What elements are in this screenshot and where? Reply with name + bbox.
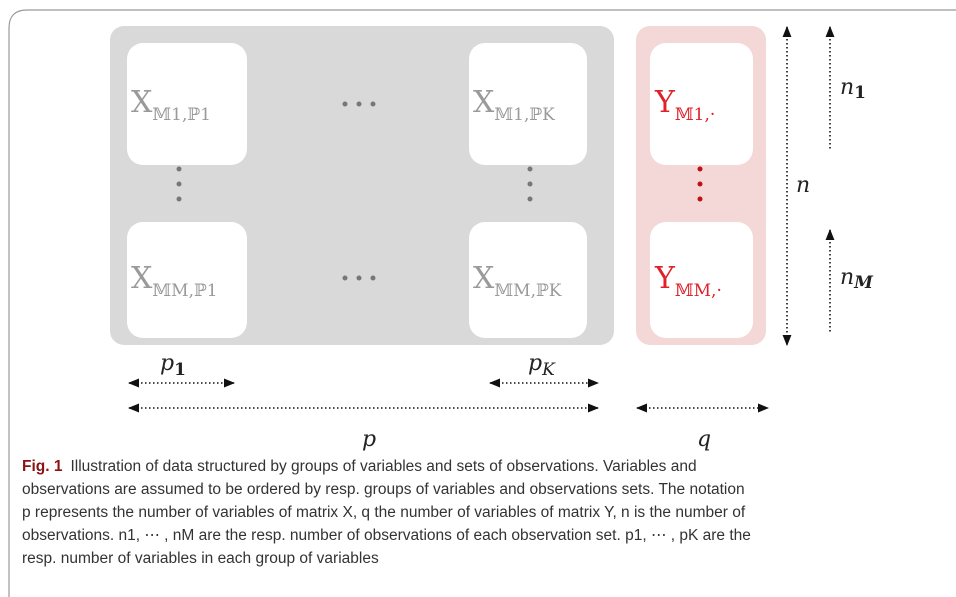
arrows — [127, 25, 835, 413]
cell-label: X𝕄1,ℙ1 — [131, 85, 211, 125]
dimension-label: n1 — [840, 75, 866, 103]
cell — [650, 43, 753, 165]
caption-line: observations are assumed to be ordered b… — [22, 481, 745, 498]
dimension-label: q — [697, 427, 711, 452]
cell — [650, 222, 753, 338]
cell — [469, 43, 587, 165]
dimension-label: p1 — [160, 351, 186, 380]
dimension-label: pK — [528, 351, 556, 380]
caption-line: p represents the number of variables of … — [22, 504, 746, 521]
dimension-label: p — [362, 427, 376, 452]
caption-line: Fig. 1 Illustration of data structured by… — [22, 458, 697, 475]
cell — [469, 222, 587, 338]
cell-label: Y𝕄M,· — [654, 261, 722, 301]
dimension-label: n — [796, 173, 810, 198]
cell-label: X𝕄M,ℙK — [473, 261, 562, 301]
cell — [127, 43, 247, 165]
cell-label: Y𝕄1,· — [654, 85, 715, 125]
cell-label: X𝕄M,ℙ1 — [131, 261, 218, 301]
caption-line: observations. n1, ⋯ , nM are the resp. n… — [22, 527, 751, 544]
frame — [8, 9, 956, 597]
cell — [127, 222, 247, 338]
cell-label: X𝕄1,ℙK — [473, 85, 555, 125]
ellipsis — [697, 166, 703, 202]
dimension-label: nM — [840, 265, 874, 293]
caption-line: resp. number of variables in each group … — [22, 550, 379, 567]
ellipsis — [176, 101, 533, 281]
